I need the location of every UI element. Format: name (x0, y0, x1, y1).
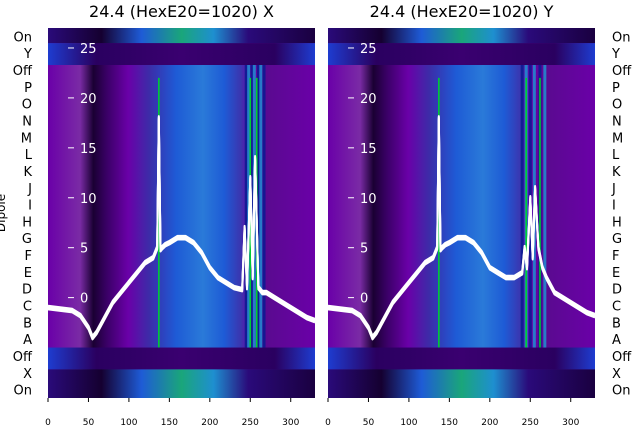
x-tick-label: 50 (363, 418, 375, 428)
row-label: Y (23, 47, 32, 62)
row-label: F (25, 249, 32, 264)
heatmap-body (328, 28, 595, 398)
row-label: Off (13, 350, 33, 365)
row-label: P (612, 81, 620, 96)
x-tick-label: 0 (45, 418, 51, 428)
row-label: N (22, 115, 32, 130)
row-label: D (612, 283, 622, 298)
row-label: K (612, 165, 621, 180)
overlay-tick-label: 10 (360, 192, 377, 207)
x-tick-label: 200 (481, 418, 498, 428)
row-label: On (612, 30, 630, 45)
x-tick-label: 100 (120, 418, 137, 428)
x-tick-label: 150 (161, 418, 178, 428)
row-label: E (612, 266, 620, 281)
chart-title: 24.4 (HexE20=1020) Y (370, 2, 554, 21)
row-label: B (612, 316, 621, 331)
row-label: J (27, 182, 32, 197)
x-tick-label: 300 (282, 418, 299, 428)
overlay-tick-label: 0 (80, 292, 88, 307)
row-label: K (23, 165, 32, 180)
x-tick-label: 250 (522, 418, 539, 428)
row-label: P (24, 81, 32, 96)
y-axis-label: Dipole (0, 194, 8, 232)
stripe-column (262, 65, 266, 348)
row-label: Off (13, 64, 33, 79)
overlay-tick-label: 5 (80, 242, 88, 257)
row-label: On (14, 384, 32, 399)
heatmap-band-top-dark (48, 43, 315, 65)
heatmap-band-top (48, 28, 315, 44)
row-label: M (612, 131, 623, 146)
x-tick-label: 300 (562, 418, 579, 428)
overlay-tick-label: 25 (360, 42, 377, 57)
row-label: X (612, 367, 621, 382)
row-label: L (612, 148, 620, 163)
stripe-column (259, 65, 263, 348)
stripe-column (256, 65, 260, 348)
x-tick-label: 250 (242, 418, 259, 428)
trace-line (47, 118, 316, 341)
x-tick-label: 150 (441, 418, 458, 428)
overlay-tick-label: 10 (80, 192, 97, 207)
row-label: H (22, 215, 32, 230)
row-label: O (612, 98, 622, 113)
heatmap-band-top (328, 28, 595, 44)
stripe-column (543, 65, 547, 348)
row-label: C (23, 300, 32, 315)
row-label: H (612, 215, 622, 230)
overlay-tick-label: 25 (80, 42, 97, 57)
overlay-tick-label: 0 (360, 292, 368, 307)
overlay-tick-label: 20 (80, 92, 97, 107)
row-label: On (612, 384, 630, 399)
row-label: E (24, 266, 32, 281)
row-label: D (22, 283, 32, 298)
panel-y: 0 5 10 15 20 25 24.4 (HexE20=1020) Y 0 50 100 150 2… (325, 2, 632, 428)
x-tick-label: 50 (83, 418, 95, 428)
heatmap-band-bottom (48, 369, 315, 398)
overlay-tick-label: 15 (80, 142, 97, 157)
row-label: N (612, 115, 622, 130)
row-label: J (611, 182, 616, 197)
row-label: G (612, 232, 622, 247)
row-label: L (25, 148, 33, 163)
heatmap-band-bottom-dark (48, 347, 315, 370)
panel-x: 0 5 10 15 20 25 24.4 (HexE20=1020) X 0 50 100 150 2… (0, 2, 316, 428)
row-label: O (22, 98, 32, 113)
heatmap-body (48, 28, 315, 398)
heatmap-band-bottom-dark (328, 347, 595, 370)
row-label: A (23, 333, 32, 348)
row-label: G (22, 232, 32, 247)
row-label: I (28, 199, 32, 214)
row-label: On (14, 30, 32, 45)
chart-title: 24.4 (HexE20=1020) X (89, 2, 274, 21)
stripe-column (244, 65, 248, 348)
row-label: F (612, 249, 619, 264)
heatmap-band-bottom (328, 369, 595, 398)
stripe-column (520, 65, 524, 348)
trace-line (327, 118, 596, 341)
row-label: Y (611, 47, 620, 62)
overlay-tick-label: 15 (360, 142, 377, 157)
row-label: M (21, 131, 32, 146)
x-tick-label: 200 (201, 418, 218, 428)
row-label: Off (612, 350, 632, 365)
row-label: I (612, 199, 616, 214)
x-tick-label: 100 (400, 418, 417, 428)
row-label: C (612, 300, 621, 315)
row-label: B (23, 316, 32, 331)
row-label: Off (612, 64, 632, 79)
overlay-tick-label: 5 (360, 242, 368, 257)
row-label: X (23, 367, 32, 382)
x-tick-label: 0 (325, 418, 331, 428)
row-label: A (612, 333, 621, 348)
heatmap-band-top-dark (328, 43, 595, 65)
overlay-tick-label: 20 (360, 92, 377, 107)
